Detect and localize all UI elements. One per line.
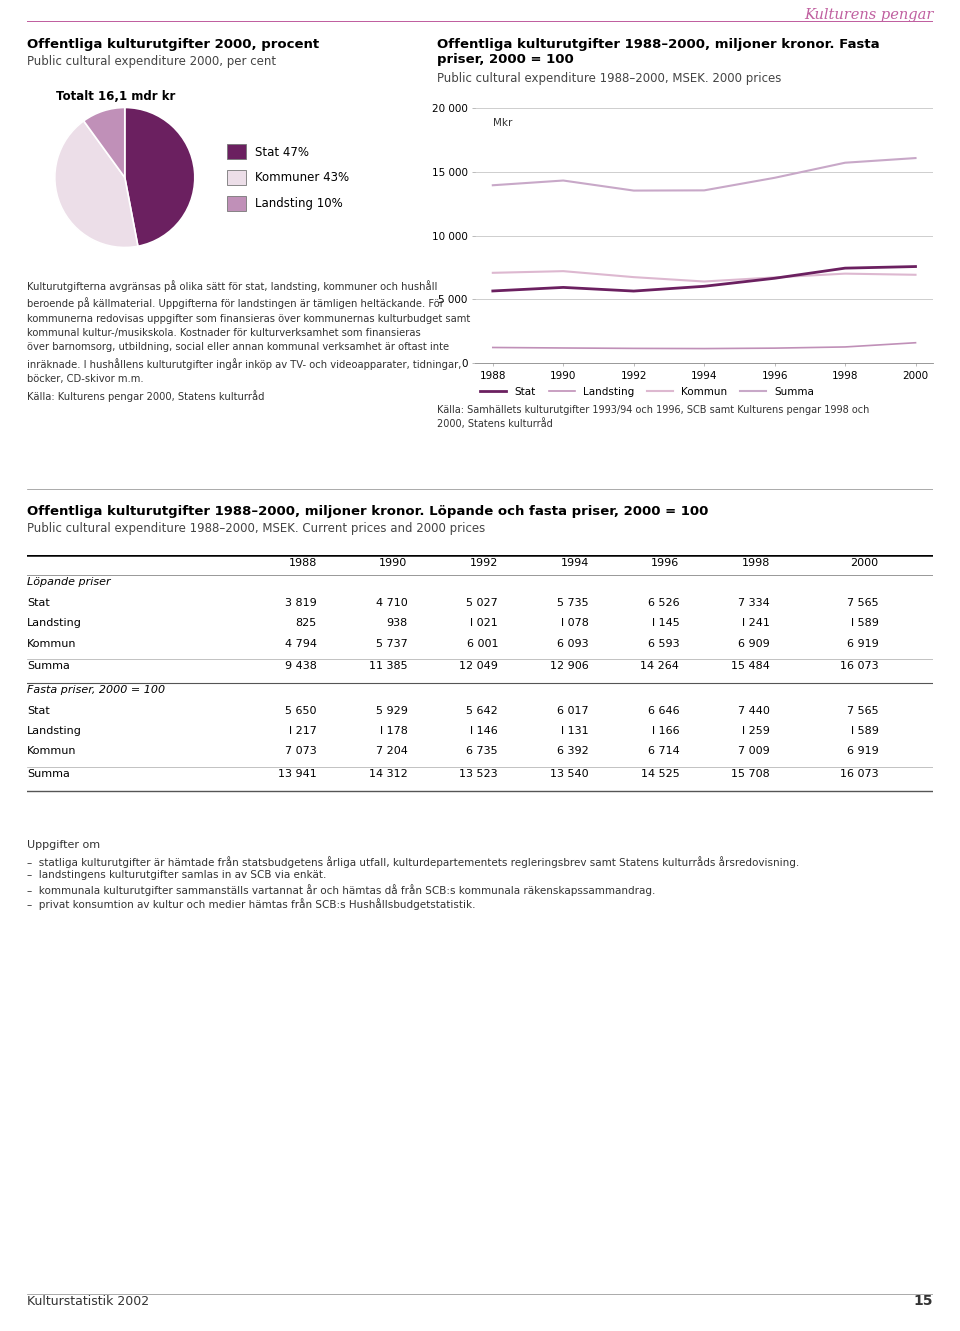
Text: l 589: l 589 [851,618,878,628]
Text: 6 017: 6 017 [557,705,588,716]
Text: l 589: l 589 [851,727,878,736]
Text: 6 735: 6 735 [467,747,498,756]
Text: 12 049: 12 049 [459,662,498,671]
Text: 6 646: 6 646 [648,705,680,716]
Text: Landsting: Landsting [27,727,82,736]
Text: 7 204: 7 204 [375,747,407,756]
Text: 1994: 1994 [561,558,588,568]
Text: Fasta priser, 2000 = 100: Fasta priser, 2000 = 100 [27,685,165,695]
Text: 3 819: 3 819 [285,598,317,608]
Text: Totalt 16,1 mdr kr: Totalt 16,1 mdr kr [56,91,175,102]
Text: l 259: l 259 [742,727,770,736]
Text: Uppgifter om: Uppgifter om [27,840,100,851]
Text: l 131: l 131 [562,727,588,736]
Text: 1992: 1992 [469,558,498,568]
Text: 1998: 1998 [742,558,770,568]
Text: Summa: Summa [27,662,70,671]
Text: 14 312: 14 312 [369,769,407,779]
Text: Public cultural expenditure 2000, per cent: Public cultural expenditure 2000, per ce… [27,55,276,68]
Text: –  privat konsumtion av kultur och medier hämtas från SCB:s Hushållsbudgetstatis: – privat konsumtion av kultur och medier… [27,898,475,910]
Text: 6 909: 6 909 [738,639,770,648]
Wedge shape [84,108,125,177]
Text: Kommun: Kommun [27,747,77,756]
Wedge shape [55,121,138,248]
Text: Offentliga kulturutgifter 1988–2000, miljoner kronor. Löpande och fasta priser, : Offentliga kulturutgifter 1988–2000, mil… [27,504,708,518]
Text: l 145: l 145 [652,618,680,628]
Text: Löpande priser: Löpande priser [27,578,110,587]
Text: Kulturstatistik 2002: Kulturstatistik 2002 [27,1295,149,1308]
Text: l 146: l 146 [470,727,498,736]
Text: 6 714: 6 714 [648,747,680,756]
Text: Mkr: Mkr [492,118,513,128]
Text: 13 523: 13 523 [460,769,498,779]
Text: 5 650: 5 650 [285,705,317,716]
Text: l 217: l 217 [289,727,317,736]
Text: 5 027: 5 027 [467,598,498,608]
Text: 4 710: 4 710 [375,598,407,608]
Text: Offentliga kulturutgifter 2000, procent: Offentliga kulturutgifter 2000, procent [27,39,319,51]
Text: 4 794: 4 794 [285,639,317,648]
Text: Summa: Summa [27,769,70,779]
Text: 7 565: 7 565 [847,598,878,608]
Text: –  kommunala kulturutgifter sammanställs vartannat år och hämtas då från SCB:s k: – kommunala kulturutgifter sammanställs … [27,884,656,896]
Text: 1988: 1988 [289,558,317,568]
Text: 6 919: 6 919 [847,747,878,756]
Text: Kulturutgifterna avgränsas på olika sätt för stat, landsting, kommuner och hushå: Kulturutgifterna avgränsas på olika sätt… [27,280,470,402]
Text: 7 334: 7 334 [738,598,770,608]
Text: 1996: 1996 [651,558,680,568]
Text: 12 906: 12 906 [550,662,588,671]
Wedge shape [125,108,195,246]
Text: 825: 825 [296,618,317,628]
Text: Stat: Stat [27,598,50,608]
Text: 1990: 1990 [379,558,407,568]
Text: l 166: l 166 [652,727,680,736]
Text: 7 009: 7 009 [738,747,770,756]
Text: 16 073: 16 073 [840,769,878,779]
Text: 6 919: 6 919 [847,639,878,648]
Text: 5 929: 5 929 [375,705,407,716]
Text: 7 073: 7 073 [285,747,317,756]
Text: l 021: l 021 [470,618,498,628]
Text: 5 735: 5 735 [557,598,588,608]
Text: 13 540: 13 540 [550,769,588,779]
Text: 14 525: 14 525 [640,769,680,779]
Text: 6 526: 6 526 [648,598,680,608]
Text: 5 642: 5 642 [467,705,498,716]
Text: 16 073: 16 073 [840,662,878,671]
Text: 7 565: 7 565 [847,705,878,716]
Text: 6 093: 6 093 [557,639,588,648]
Legend: Stat, Landsting, Kommun, Summa: Stat, Landsting, Kommun, Summa [480,387,814,397]
Text: 938: 938 [386,618,407,628]
Text: 6 001: 6 001 [467,639,498,648]
Text: –  statliga kulturutgifter är hämtade från statsbudgetens årliga utfall, kulturd: – statliga kulturutgifter är hämtade frå… [27,856,799,868]
Text: 15 484: 15 484 [732,662,770,671]
Text: –  landstingens kulturutgifter samlas in av SCB via enkät.: – landstingens kulturutgifter samlas in … [27,870,326,880]
Text: l 078: l 078 [561,618,588,628]
Text: 15: 15 [914,1294,933,1308]
Text: 6 593: 6 593 [648,639,680,648]
Text: 5 737: 5 737 [375,639,407,648]
Text: 2000: 2000 [851,558,878,568]
Text: 7 440: 7 440 [738,705,770,716]
Text: Public cultural expenditure 1988–2000, MSEK. 2000 prices: Public cultural expenditure 1988–2000, M… [437,72,781,85]
Legend: Stat 47%, Kommuner 43%, Landsting 10%: Stat 47%, Kommuner 43%, Landsting 10% [227,144,349,210]
Text: 6 392: 6 392 [557,747,588,756]
Text: l 178: l 178 [379,727,407,736]
Text: 13 941: 13 941 [278,769,317,779]
Text: Kommun: Kommun [27,639,77,648]
Text: 15 708: 15 708 [732,769,770,779]
Text: Offentliga kulturutgifter 1988–2000, miljoner kronor. Fasta
priser, 2000 = 100: Offentliga kulturutgifter 1988–2000, mil… [437,39,879,67]
Text: Landsting: Landsting [27,618,82,628]
Text: Källa: Samhällets kulturutgifter 1993/94 och 1996, SCB samt Kulturens pengar 199: Källa: Samhällets kulturutgifter 1993/94… [437,405,869,430]
Text: 9 438: 9 438 [285,662,317,671]
Text: Public cultural expenditure 1988–2000, MSEK. Current prices and 2000 prices: Public cultural expenditure 1988–2000, M… [27,522,485,535]
Text: Stat: Stat [27,705,50,716]
Text: l 241: l 241 [742,618,770,628]
Text: 11 385: 11 385 [369,662,407,671]
Text: 14 264: 14 264 [640,662,680,671]
Text: Kulturens pengar: Kulturens pengar [804,8,933,23]
